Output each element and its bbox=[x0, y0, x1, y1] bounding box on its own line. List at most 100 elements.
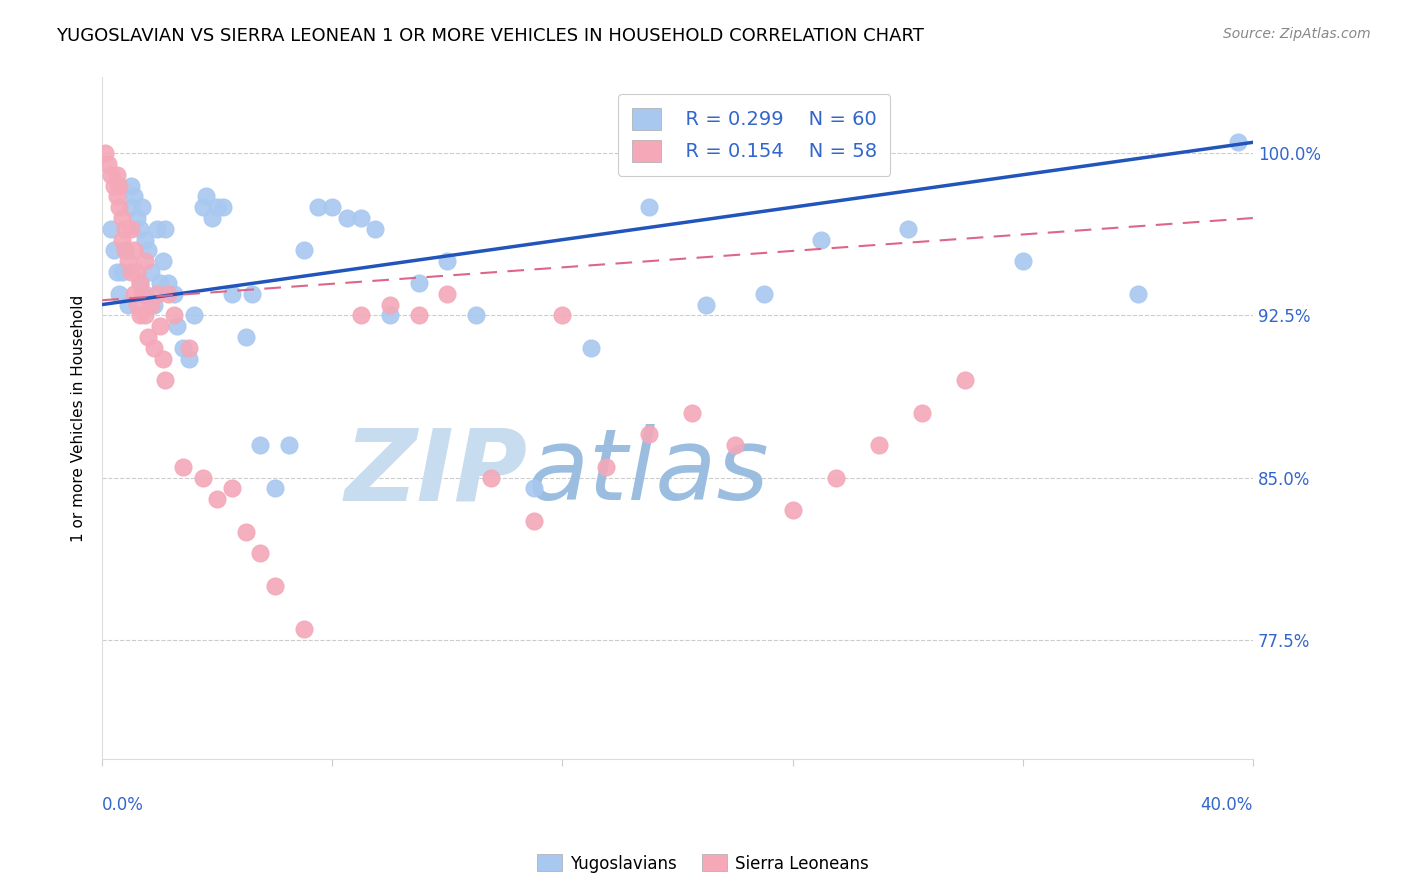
Point bbox=[166, 319, 188, 334]
Point bbox=[152, 254, 174, 268]
Point bbox=[120, 178, 142, 193]
Point bbox=[163, 309, 186, 323]
Point bbox=[122, 189, 145, 203]
Point bbox=[146, 286, 169, 301]
Point bbox=[94, 146, 117, 161]
Point bbox=[897, 222, 920, 236]
Point bbox=[221, 482, 243, 496]
Point bbox=[752, 286, 775, 301]
Point bbox=[128, 309, 150, 323]
Point bbox=[143, 341, 166, 355]
Point bbox=[149, 276, 172, 290]
Point bbox=[724, 438, 747, 452]
Point bbox=[172, 459, 194, 474]
Point bbox=[134, 286, 156, 301]
Point bbox=[581, 341, 603, 355]
Point bbox=[695, 297, 717, 311]
Point bbox=[263, 482, 285, 496]
Point bbox=[152, 351, 174, 366]
Point bbox=[111, 211, 134, 225]
Point bbox=[114, 244, 136, 258]
Point bbox=[479, 470, 502, 484]
Point bbox=[143, 297, 166, 311]
Text: atlas: atlas bbox=[527, 424, 769, 521]
Point bbox=[114, 222, 136, 236]
Point bbox=[336, 211, 359, 225]
Point bbox=[125, 265, 148, 279]
Point bbox=[810, 233, 832, 247]
Point bbox=[292, 622, 315, 636]
Text: YUGOSLAVIAN VS SIERRA LEONEAN 1 OR MORE VEHICLES IN HOUSEHOLD CORRELATION CHART: YUGOSLAVIAN VS SIERRA LEONEAN 1 OR MORE … bbox=[56, 27, 924, 45]
Point bbox=[149, 319, 172, 334]
Point bbox=[103, 244, 125, 258]
Point bbox=[108, 178, 131, 193]
Point bbox=[183, 309, 205, 323]
Point bbox=[157, 276, 180, 290]
Point bbox=[111, 233, 134, 247]
Point bbox=[408, 309, 430, 323]
Point bbox=[191, 470, 214, 484]
Point bbox=[108, 286, 131, 301]
Point bbox=[1126, 286, 1149, 301]
Point bbox=[307, 200, 329, 214]
Point bbox=[207, 200, 229, 214]
Point bbox=[235, 524, 257, 539]
Point bbox=[408, 276, 430, 290]
Point bbox=[953, 373, 976, 387]
Point bbox=[134, 254, 156, 268]
Point bbox=[177, 341, 200, 355]
Point bbox=[595, 459, 617, 474]
Point bbox=[122, 244, 145, 258]
Point bbox=[681, 406, 703, 420]
Point bbox=[122, 286, 145, 301]
Point bbox=[1227, 136, 1250, 150]
Point bbox=[263, 579, 285, 593]
Point bbox=[824, 470, 846, 484]
Point bbox=[134, 233, 156, 247]
Text: 0.0%: 0.0% bbox=[103, 797, 143, 814]
Point bbox=[637, 200, 659, 214]
Point bbox=[125, 297, 148, 311]
Point bbox=[350, 211, 373, 225]
Point bbox=[128, 222, 150, 236]
Point bbox=[436, 286, 458, 301]
Point bbox=[221, 286, 243, 301]
Point bbox=[523, 482, 546, 496]
Point bbox=[105, 265, 128, 279]
Point bbox=[131, 200, 153, 214]
Point bbox=[139, 297, 162, 311]
Point bbox=[523, 514, 546, 528]
Point bbox=[292, 244, 315, 258]
Point bbox=[108, 200, 131, 214]
Point bbox=[103, 178, 125, 193]
Point bbox=[194, 189, 217, 203]
Point bbox=[114, 244, 136, 258]
Point bbox=[465, 309, 488, 323]
Point bbox=[212, 200, 235, 214]
Point bbox=[378, 297, 401, 311]
Point bbox=[155, 222, 177, 236]
Point bbox=[163, 286, 186, 301]
Point bbox=[364, 222, 387, 236]
Point bbox=[172, 341, 194, 355]
Point bbox=[128, 276, 150, 290]
Point bbox=[131, 286, 153, 301]
Point bbox=[157, 286, 180, 301]
Point bbox=[117, 297, 139, 311]
Y-axis label: 1 or more Vehicles in Household: 1 or more Vehicles in Household bbox=[72, 294, 86, 541]
Legend:   R = 0.299    N = 60,   R = 0.154    N = 58: R = 0.299 N = 60, R = 0.154 N = 58 bbox=[619, 94, 890, 176]
Text: Source: ZipAtlas.com: Source: ZipAtlas.com bbox=[1223, 27, 1371, 41]
Point bbox=[350, 309, 373, 323]
Point bbox=[191, 200, 214, 214]
Point bbox=[97, 157, 120, 171]
Point bbox=[125, 211, 148, 225]
Point bbox=[868, 438, 890, 452]
Point bbox=[117, 254, 139, 268]
Point bbox=[100, 168, 122, 182]
Point bbox=[551, 309, 574, 323]
Point bbox=[278, 438, 301, 452]
Point bbox=[139, 265, 162, 279]
Point bbox=[128, 276, 150, 290]
Point bbox=[105, 189, 128, 203]
Point bbox=[155, 373, 177, 387]
